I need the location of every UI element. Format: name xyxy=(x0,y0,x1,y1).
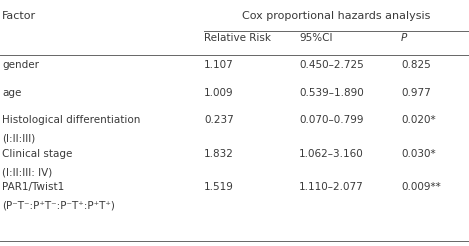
Text: 1.519: 1.519 xyxy=(204,183,234,192)
Text: 1.062–3.160: 1.062–3.160 xyxy=(299,149,364,159)
Text: 1.107: 1.107 xyxy=(204,60,234,70)
Text: 1.110–2.077: 1.110–2.077 xyxy=(299,183,364,192)
Text: Clinical stage: Clinical stage xyxy=(2,149,73,159)
Text: 0.020*: 0.020* xyxy=(401,115,436,125)
Text: (I:II:III): (I:II:III) xyxy=(2,134,36,144)
Text: PAR1/Twist1: PAR1/Twist1 xyxy=(2,183,65,192)
Text: 0.825: 0.825 xyxy=(401,60,431,70)
Text: 0.977: 0.977 xyxy=(401,88,431,98)
Text: Histological differentiation: Histological differentiation xyxy=(2,115,141,125)
Text: gender: gender xyxy=(2,60,39,70)
Text: (P⁻T⁻:P⁺T⁻:P⁻T⁺:P⁺T⁺): (P⁻T⁻:P⁺T⁻:P⁻T⁺:P⁺T⁺) xyxy=(2,201,115,211)
Text: 1.009: 1.009 xyxy=(204,88,234,98)
Text: 0.539–1.890: 0.539–1.890 xyxy=(299,88,364,98)
Text: 0.030*: 0.030* xyxy=(401,149,436,159)
Text: 0.450–2.725: 0.450–2.725 xyxy=(299,60,364,70)
Text: Cox proportional hazards analysis: Cox proportional hazards analysis xyxy=(242,11,431,21)
Text: age: age xyxy=(2,88,22,98)
Text: P: P xyxy=(401,33,407,43)
Text: 0.070–0.799: 0.070–0.799 xyxy=(299,115,364,125)
Text: 0.009**: 0.009** xyxy=(401,183,441,192)
Text: (I:II:III: IV): (I:II:III: IV) xyxy=(2,167,53,177)
Text: 1.832: 1.832 xyxy=(204,149,234,159)
Text: 95%CI: 95%CI xyxy=(299,33,333,43)
Text: 0.237: 0.237 xyxy=(204,115,234,125)
Text: Factor: Factor xyxy=(2,11,37,21)
Text: Relative Risk: Relative Risk xyxy=(204,33,271,43)
